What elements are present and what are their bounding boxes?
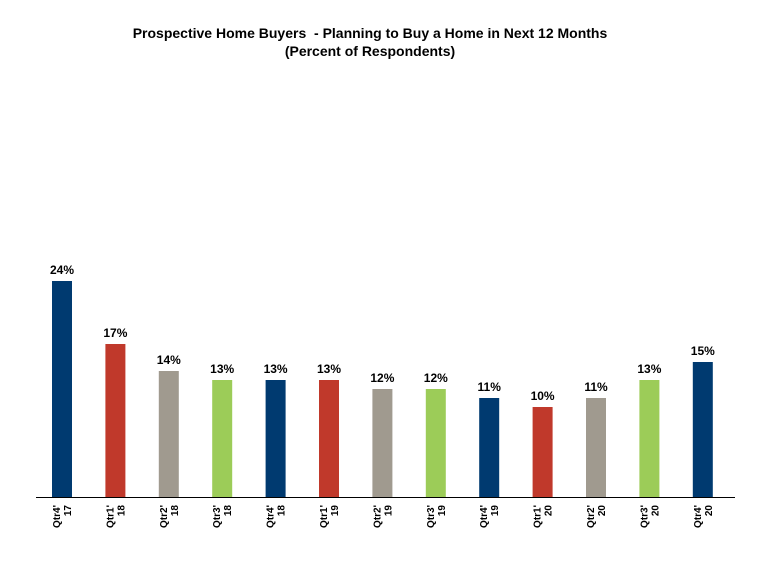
- bar-value-label: 13%: [637, 362, 661, 376]
- chart-title-block: Prospective Home Buyers - Planning to Bu…: [0, 24, 740, 60]
- bar: [105, 344, 126, 497]
- bar-value-label: 13%: [264, 362, 288, 376]
- bar: [158, 371, 179, 497]
- bar: [532, 407, 553, 497]
- x-tick-label: Qtr4'19: [479, 505, 501, 528]
- bar: [372, 389, 393, 497]
- bar-value-label: 11%: [584, 380, 608, 394]
- bar-value-label: 13%: [210, 362, 234, 376]
- bar-value-label: 11%: [478, 380, 502, 394]
- bar-value-label: 12%: [424, 371, 448, 385]
- chart-subtitle: (Percent of Respondents): [284, 43, 456, 59]
- x-tick-label: Qtr1'19: [319, 505, 341, 528]
- x-tick-label: Qtr4'20: [693, 505, 715, 528]
- bar-value-label: 10%: [531, 389, 555, 403]
- bar: [319, 380, 339, 497]
- bar-value-label: 15%: [691, 344, 715, 358]
- x-tick-label: Qtr1'18: [105, 505, 127, 528]
- x-tick-labels: Qtr4'17 Qtr1'18 Qtr2'18 Qtr3'18 Qtr4'18 Qtr1'…: [52, 505, 715, 528]
- x-tick-label: Qtr3'19: [426, 505, 448, 528]
- bar: [425, 389, 446, 497]
- chart-title: Prospective Home Buyers - Planning to Bu…: [132, 25, 608, 41]
- x-tick-label: Qtr3'20: [639, 505, 661, 528]
- bar: [479, 398, 500, 497]
- bar: [212, 380, 233, 497]
- bar-value-label: 17%: [103, 326, 127, 340]
- x-tick-label: Qtr2'18: [159, 505, 181, 528]
- bar-value-label: 12%: [370, 371, 394, 385]
- bar: [639, 380, 660, 497]
- bar-value-label: 13%: [317, 362, 341, 376]
- bar: [692, 362, 713, 497]
- x-tick-label: Qtr3'18: [212, 505, 234, 528]
- x-tick-label: Qtr2'19: [372, 505, 394, 528]
- bar-value-label: 14%: [157, 353, 181, 367]
- x-tick-label: Qtr1'20: [533, 505, 555, 528]
- x-tick-label: Qtr4'18: [266, 505, 288, 528]
- x-tick-label: Qtr4'17: [52, 505, 74, 528]
- bar: [265, 380, 286, 497]
- bar: [52, 281, 72, 497]
- x-tick-label: Qtr2'20: [586, 505, 608, 528]
- bars-group: 24% 17% 14% 13% 13% 13% 12% 12% 11% 10% 11% 13% 15%: [50, 263, 715, 497]
- bar-value-label: 24%: [50, 263, 74, 277]
- bar: [586, 398, 606, 497]
